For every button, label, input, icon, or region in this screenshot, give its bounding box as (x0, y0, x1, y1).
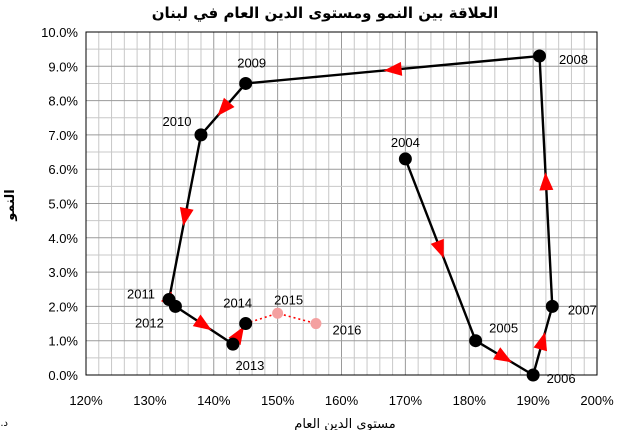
point-2013 (226, 337, 240, 351)
x-tick-labels: 120% 130% 140% 150% 160% 170% 180% 190% 200% (69, 393, 614, 408)
year-label-2014: 2014 (223, 296, 252, 311)
y-tick-label: 4.0% (48, 231, 78, 246)
y-axis-label: النمو (3, 189, 18, 222)
series-line-2 (245, 312, 317, 325)
year-label-2016: 2016 (332, 323, 361, 338)
point-2012 (168, 299, 182, 313)
x-tick-label: 140% (197, 393, 231, 408)
point-2005 (469, 334, 483, 348)
point-2004 (398, 152, 412, 166)
direction-arrow (217, 97, 235, 116)
point-2006 (526, 368, 540, 382)
y-tick-label: 5.0% (48, 197, 78, 212)
plot-frame (85, 31, 598, 376)
x-tick-label: 150% (261, 393, 295, 408)
direction-arrow (430, 238, 444, 259)
y-tick-label: 3.0% (48, 265, 78, 280)
data-points (162, 49, 559, 382)
y-tick-label: 10.0% (41, 25, 78, 40)
y-tick-label: 8.0% (48, 94, 78, 109)
y-tick-label: 9.0% (48, 59, 78, 74)
x-tick-label: 160% (325, 393, 359, 408)
author-credit: د. جاسم عجاقة (0, 418, 8, 429)
year-label-2012: 2012 (135, 315, 164, 330)
year-label-2005: 2005 (489, 321, 518, 336)
year-label-2010: 2010 (163, 114, 192, 129)
point-2009 (239, 76, 253, 90)
year-label-2011: 2011 (127, 287, 155, 302)
y-tick-label: 0.0% (48, 368, 78, 383)
x-axis-label: مستوى الدين العام (294, 417, 395, 430)
direction-arrow (228, 326, 245, 346)
gridlines (85, 31, 598, 376)
direction-arrow (539, 172, 554, 191)
year-label-2009: 2009 (237, 55, 266, 70)
year-label-2004: 2004 (391, 135, 420, 150)
direction-arrow (533, 332, 548, 352)
x-tick-label: 170% (389, 393, 423, 408)
direction-arrow (179, 207, 194, 227)
year-label-2013: 2013 (235, 358, 264, 373)
x-tick-label: 180% (453, 393, 487, 408)
y-tick-label: 6.0% (48, 162, 78, 177)
year-label-2015: 2015 (274, 292, 303, 307)
year-label-2007: 2007 (568, 302, 597, 317)
point-2014 (239, 317, 253, 331)
x-tick-label: 200% (580, 393, 614, 408)
x-tick-label: 120% (69, 393, 103, 408)
y-tick-label: 7.0% (48, 128, 78, 143)
y-tick-label: 2.0% (48, 299, 78, 314)
point-2010 (194, 128, 208, 142)
direction-arrow (383, 61, 403, 76)
chart-title: العلاقة بين النمو ومستوى الدين العام في … (152, 4, 499, 22)
point-2008 (533, 49, 547, 63)
point-2015 (272, 307, 284, 319)
year-labels: 2004 2005 2006 2007 2008 2009 2010 2011 2012 2013… (127, 52, 597, 386)
point-2016 (310, 318, 322, 330)
direction-arrow (493, 347, 513, 363)
x-tick-label: 130% (133, 393, 167, 408)
direction-arrow (192, 314, 212, 331)
point-2007 (545, 299, 559, 313)
y-tick-label: 1.0% (48, 334, 78, 349)
x-tick-label: 190% (517, 393, 551, 408)
y-tick-labels: 0.0% 1.0% 2.0% 3.0% 4.0% 5.0% 6.0% 7.0% 8.0% 9.0%… (41, 25, 78, 383)
year-label-2006: 2006 (547, 371, 576, 386)
year-label-2008: 2008 (559, 52, 588, 67)
